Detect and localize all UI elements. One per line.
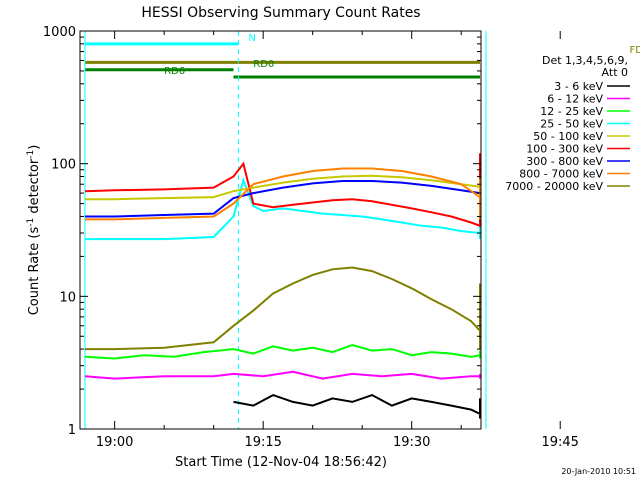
series-line-0 — [233, 394, 481, 419]
y-tick-label-3: 1000 — [43, 25, 76, 40]
flags-layer: NFD3FD4RD0RD6 — [84, 33, 640, 79]
series-line-1 — [84, 370, 481, 380]
chart-title: HESSI Observing Summary Count Rates — [141, 5, 420, 21]
series-line-2 — [84, 343, 481, 360]
flag-label-rd0: RD0 — [253, 59, 274, 70]
y-tick-label-1: 10 — [59, 290, 76, 305]
y-axis-label-sup1: -1 — [26, 218, 36, 227]
legend-label-5: 100 - 300 keV — [526, 143, 603, 156]
x-tick-label-2: 19:30 — [393, 435, 430, 450]
x-tick-label-3: 19:45 — [541, 435, 578, 450]
legend-label-1: 6 - 12 keV — [547, 93, 603, 106]
y-axis-label-prefix: Count Rate (s — [27, 227, 42, 316]
legend-label-3: 25 - 50 keV — [540, 118, 603, 131]
y-axis-label-sup2: -1 — [26, 150, 36, 159]
x-tick-label-1: 19:15 — [244, 435, 281, 450]
flag-label-n: N — [248, 33, 255, 44]
legend-header-0: Det 1,3,4,5,6,9, — [542, 54, 628, 67]
y-tick-label-2: 100 — [51, 158, 76, 173]
y-axis: 1 10 100 1000 — [43, 25, 481, 438]
vlines-layer — [84, 31, 487, 429]
legend-label-6: 300 - 800 keV — [526, 155, 603, 168]
plot-frame — [79, 30, 482, 430]
y-axis-label-mid: detector — [27, 158, 42, 218]
timestamp: 20-Jan-2010 10:51 — [561, 467, 636, 476]
series-line-7 — [85, 167, 481, 221]
x-tick-label-0: 19:00 — [96, 435, 133, 450]
legend-header-1: Att 0 — [602, 66, 628, 79]
y-tick-label-0: 1 — [68, 423, 76, 438]
y-axis-label-suffix: ) — [27, 145, 42, 150]
x-axis-label: Start Time (12-Nov-04 18:56:42) — [175, 455, 387, 470]
legend-label-2: 12 - 25 keV — [540, 105, 603, 118]
legend-label-0: 3 - 6 keV — [554, 80, 603, 93]
y-axis-label: Count Rate (s-1 detector-1) — [26, 145, 42, 316]
legend-label-7: 800 - 7000 keV — [519, 168, 603, 181]
legend-label-8: 7000 - 20000 keV — [505, 180, 603, 193]
flag-label-rd6: RD6 — [164, 66, 185, 77]
legend-label-4: 50 - 100 keV — [533, 130, 603, 143]
flag-label-fd3: FD3 — [630, 45, 640, 56]
